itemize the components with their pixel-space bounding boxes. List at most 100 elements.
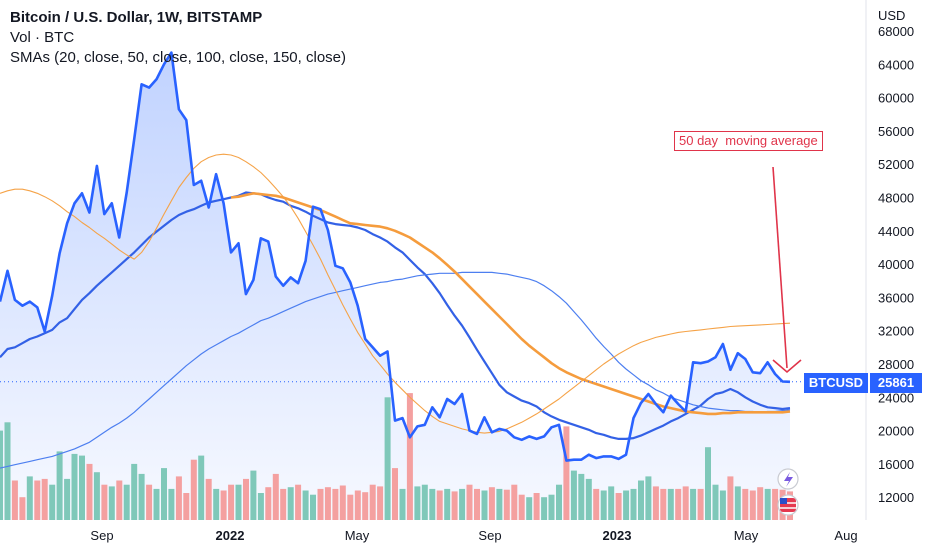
volume-bar xyxy=(362,492,369,520)
x-tick-label: May xyxy=(734,528,759,543)
y-tick-label: 60000 xyxy=(878,91,914,106)
price-tag-value: 25861 xyxy=(877,375,915,390)
symbol-tag-label: BTCUSD xyxy=(808,375,864,390)
axes: USD 12000 16000 20000 24000 28000 32000 36000 40… xyxy=(90,0,914,543)
volume-bar xyxy=(496,488,503,520)
volume-bar xyxy=(190,459,197,520)
symbol-title: Bitcoin / U.S. Dollar, 1W, BITSTAMP xyxy=(10,9,263,26)
volume-bar xyxy=(414,486,421,520)
volume-bar xyxy=(749,490,756,520)
us-flag-canton xyxy=(780,498,787,504)
price-line xyxy=(0,51,791,462)
volume-bar xyxy=(719,490,726,520)
volume-bar xyxy=(511,484,518,520)
annotation-arrow xyxy=(772,166,802,374)
volume-bar xyxy=(734,486,741,520)
volume-bar xyxy=(108,486,115,520)
volume-bar xyxy=(86,463,93,520)
volume-bar xyxy=(436,490,443,520)
y-tick-label: 44000 xyxy=(878,224,914,239)
volume-bar xyxy=(235,484,242,520)
volume-bar xyxy=(41,478,48,520)
volume-bar xyxy=(250,470,257,520)
volume-bar xyxy=(153,488,160,520)
volume-bar xyxy=(690,488,697,520)
volume-bar xyxy=(459,488,466,520)
volume-bar xyxy=(556,484,562,520)
volume-bar xyxy=(593,488,600,520)
volume-bar xyxy=(697,488,704,520)
x-tick-label: 2022 xyxy=(216,528,245,543)
price-tag: 25861 xyxy=(870,373,922,393)
volume-bar xyxy=(11,480,18,520)
volume-bar xyxy=(257,493,264,520)
volume-bar xyxy=(34,480,41,520)
price-series-line xyxy=(0,51,791,462)
volume-bar xyxy=(369,484,376,520)
volume-bar xyxy=(406,393,413,520)
volume-bar xyxy=(667,488,674,520)
volume-bar xyxy=(451,491,458,520)
y-tick-label: 20000 xyxy=(878,424,914,439)
sma-150-line xyxy=(230,192,791,416)
volume-bar xyxy=(675,488,682,520)
annotation-label: 50 day moving average xyxy=(674,131,823,151)
volume-bar xyxy=(198,455,205,520)
x-tick-label: Aug xyxy=(834,528,857,543)
volume-bar xyxy=(4,422,11,520)
volume-bar xyxy=(93,472,100,520)
volume-bar xyxy=(213,488,220,520)
y-tick-label: 28000 xyxy=(878,357,914,372)
volume-bar xyxy=(481,490,488,520)
y-tick-label: 48000 xyxy=(878,191,914,206)
volume-bar xyxy=(772,488,779,520)
volume-bar xyxy=(466,484,473,520)
volume-bar xyxy=(347,494,354,520)
volume-bar xyxy=(608,486,615,520)
currency-label: USD xyxy=(878,8,905,23)
volume-bar xyxy=(660,488,667,520)
volume-bar xyxy=(615,493,622,520)
volume-bar xyxy=(533,493,540,520)
annotation-arrow-head xyxy=(772,359,802,374)
y-tick-label: 16000 xyxy=(878,457,914,472)
y-tick-label: 68000 xyxy=(878,24,914,39)
volume-bar xyxy=(474,488,480,520)
volume-bars xyxy=(0,393,793,520)
volume-bar xyxy=(503,489,510,520)
volume-bar xyxy=(354,490,361,520)
volume-bar xyxy=(429,488,436,520)
volume-bar xyxy=(526,497,533,520)
volume-bar xyxy=(421,484,428,520)
x-tick-label: Sep xyxy=(478,528,501,543)
volume-bar xyxy=(444,488,451,520)
volume-bar xyxy=(101,484,108,520)
sma-legend: SMAs (20, close, 50, close, 100, close, … xyxy=(10,49,346,66)
volume-bar xyxy=(19,497,26,520)
volume-bar xyxy=(541,497,548,520)
y-tick-label: 56000 xyxy=(878,124,914,139)
sma-100-line xyxy=(0,153,791,434)
volume-bar xyxy=(324,487,331,520)
volume-bar xyxy=(377,486,384,520)
price-area-fill xyxy=(0,52,790,520)
volume-bar xyxy=(116,480,123,520)
price-area xyxy=(0,52,790,520)
volume-bar xyxy=(339,485,346,520)
volume-bar xyxy=(123,484,130,520)
volume-bar xyxy=(71,453,78,520)
volume-bar xyxy=(682,486,689,520)
volume-bar xyxy=(79,455,85,520)
volume-bar xyxy=(26,476,33,520)
volume-bar xyxy=(578,473,585,520)
volume-legend: Vol · BTC xyxy=(10,29,75,46)
volume-bar xyxy=(757,487,764,520)
volume-bar xyxy=(220,490,227,520)
y-tick-label: 40000 xyxy=(878,257,914,272)
volume-bar xyxy=(600,490,607,520)
volume-bar xyxy=(205,478,212,520)
volume-bar xyxy=(623,490,630,520)
volume-bar xyxy=(228,484,235,520)
volume-bar xyxy=(161,468,167,520)
